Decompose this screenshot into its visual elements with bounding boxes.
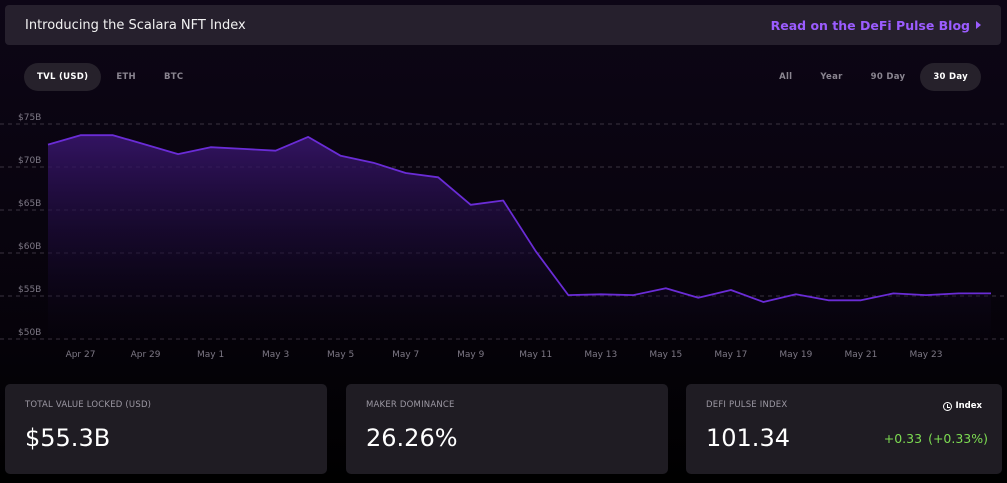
x-tick-label: May 11 — [519, 350, 552, 360]
currency-toggle: TVL (USD) ETH BTC — [24, 63, 196, 91]
index-change-value: +0.33 — [883, 431, 923, 446]
y-tick-label: $70B — [18, 156, 41, 166]
index-change-percent: (+0.33%) — [928, 431, 988, 446]
tvl-chart-svg: $75B $70B $65B $60B $55B $50B Apr 27 Apr 29 May… — [0, 113, 1007, 360]
defi-pulse-index-label: DEFI PULSE INDEX — [706, 400, 788, 410]
y-tick-label: $60B — [18, 242, 41, 252]
x-tick-label: May 3 — [262, 350, 289, 360]
x-tick-label: May 23 — [910, 350, 943, 360]
maker-dominance-card: MAKER DOMINANCE 26.26% — [346, 384, 668, 474]
x-tick-label: Apr 29 — [131, 350, 161, 360]
y-tick-label: $65B — [18, 199, 41, 209]
x-axis-labels: Apr 27 Apr 29 May 1 May 3 May 5 May 7 May 9 May… — [66, 350, 943, 360]
area-fill — [48, 135, 991, 339]
tvl-chart[interactable]: $75B $70B $65B $60B $55B $50B Apr 27 Apr 29 May… — [0, 108, 1007, 366]
x-tick-label: May 21 — [844, 350, 877, 360]
index-change: +0.33 (+0.33%) — [884, 431, 988, 446]
tab-90-day[interactable]: 90 Day — [870, 72, 906, 82]
caret-right-icon — [976, 21, 981, 29]
y-tick-label: $50B — [18, 328, 41, 338]
tvl-line — [47, 134, 991, 303]
x-tick-label: May 9 — [457, 350, 484, 360]
clock-icon — [943, 401, 953, 411]
banner-title: Introducing the Scalara NFT Index — [25, 17, 246, 33]
x-tick-label: May 7 — [392, 350, 419, 360]
range-toggle: All Year 90 Day 30 Day — [766, 63, 981, 91]
maker-dominance-value: 26.26% — [366, 424, 458, 452]
tab-year[interactable]: Year — [820, 72, 843, 82]
x-tick-label: May 19 — [779, 350, 812, 360]
x-tick-label: May 17 — [714, 350, 747, 360]
tab-btc[interactable]: BTC — [163, 72, 184, 82]
defi-pulse-index-value: 101.34 — [706, 424, 790, 452]
tvl-label: TOTAL VALUE LOCKED (USD) — [25, 400, 152, 410]
x-tick-label: May 13 — [584, 350, 617, 360]
blog-link-label: Read on the DeFi Pulse Blog — [770, 17, 970, 33]
tab-30-day[interactable]: 30 Day — [920, 63, 981, 91]
blog-link[interactable]: Read on the DeFi Pulse Blog — [771, 18, 981, 33]
index-link[interactable]: Index — [943, 401, 982, 411]
index-link-label: Index — [955, 401, 982, 411]
tvl-value: $55.3B — [25, 424, 111, 452]
defi-pulse-index-card: DEFI PULSE INDEX Index 101.34 +0.33 (+0.… — [686, 384, 1002, 474]
series-line — [47, 134, 991, 303]
tvl-area — [48, 135, 991, 339]
tab-eth[interactable]: ETH — [116, 72, 136, 82]
announcement-banner: Introducing the Scalara NFT Index Read o… — [5, 5, 1001, 45]
maker-dominance-label: MAKER DOMINANCE — [366, 400, 455, 410]
tab-all[interactable]: All — [779, 72, 793, 82]
x-tick-label: Apr 27 — [66, 350, 96, 360]
x-tick-label: May 1 — [197, 350, 224, 360]
y-axis-labels: $75B $70B $65B $60B $55B $50B — [18, 113, 41, 338]
x-tick-label: May 15 — [649, 350, 682, 360]
x-tick-label: May 5 — [327, 350, 354, 360]
y-tick-label: $75B — [18, 113, 41, 123]
tvl-card: TOTAL VALUE LOCKED (USD) $55.3B — [5, 384, 327, 474]
tab-tvl-usd[interactable]: TVL (USD) — [24, 63, 102, 91]
y-tick-label: $55B — [18, 285, 41, 295]
